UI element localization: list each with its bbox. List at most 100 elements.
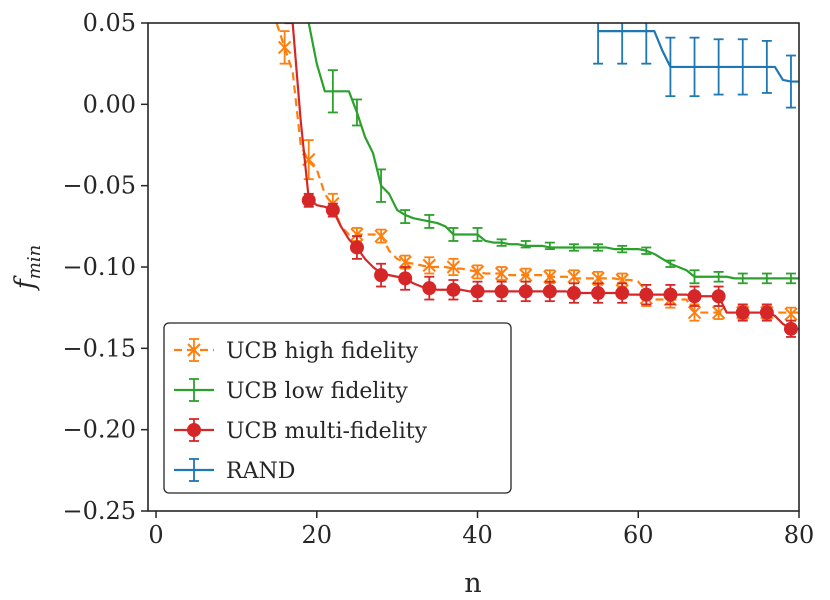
x-axis-label: n	[464, 568, 481, 599]
y-tick-label: −0.05	[62, 172, 136, 200]
series-ucb-multi-fidelity	[284, 23, 799, 338]
y-tick-label: 0.05	[83, 9, 136, 37]
error-bar	[761, 272, 772, 285]
y-tick-label: 0.00	[83, 90, 136, 118]
error-bar	[568, 243, 579, 252]
error-bar	[424, 214, 435, 229]
error-bar	[496, 238, 507, 247]
x-tick-label: 40	[462, 521, 493, 549]
data-point	[374, 229, 388, 243]
data-point	[663, 287, 678, 302]
error-bar	[641, 23, 652, 65]
error-bar	[617, 244, 628, 254]
error-bar	[713, 270, 724, 283]
y-tick-label: −0.10	[62, 253, 136, 281]
legend-box	[163, 322, 512, 494]
series-rand	[593, 23, 799, 109]
data-point	[325, 203, 340, 218]
data-point	[494, 266, 509, 281]
error-bar	[785, 272, 796, 285]
data-point	[759, 305, 774, 320]
data-point	[615, 286, 630, 301]
error-bar	[544, 241, 555, 251]
legend: UCB high fidelity UCB low fidelity UCB mul…	[163, 322, 512, 494]
y-axis-label-subscript: min	[24, 245, 45, 279]
y-axis-label-main: f	[10, 275, 41, 291]
error-bar	[327, 69, 338, 114]
data-point	[374, 268, 389, 283]
y-tick-label: −0.25	[62, 497, 136, 525]
data-point	[783, 321, 798, 336]
series-line	[275, 23, 799, 314]
data-point	[567, 270, 581, 284]
data-point	[518, 284, 533, 299]
error-bar	[520, 240, 531, 249]
error-bar	[785, 54, 796, 109]
error-bar	[641, 246, 652, 255]
legend-item-ucb-high-fidelity: UCB high fidelity	[174, 338, 419, 364]
error-bar	[189, 378, 199, 402]
data-point	[519, 268, 533, 282]
series-ucb-high-fidelity	[275, 23, 799, 322]
data-point	[446, 260, 461, 274]
series-line	[307, 23, 799, 280]
data-point	[301, 193, 316, 208]
data-point	[784, 307, 798, 321]
data-point	[494, 284, 509, 299]
x-tick-label: 80	[784, 521, 815, 549]
error-bar	[472, 227, 483, 242]
y-tick-label: −0.15	[62, 334, 136, 362]
series-ucb-low-fidelity	[307, 23, 799, 285]
error-bar	[351, 98, 362, 127]
error-bar	[761, 39, 772, 94]
legend-item-ucb-multi-fidelity: UCB multi-fidelity	[174, 418, 428, 444]
legend-marker	[187, 343, 201, 357]
x-tick-label: 0	[148, 521, 163, 549]
error-bar	[713, 38, 724, 96]
legend-label: UCB multi-fidelity	[226, 419, 428, 444]
error-bar	[737, 38, 748, 96]
error-bar	[376, 168, 387, 203]
error-bar	[593, 23, 604, 65]
error-bar	[689, 269, 700, 285]
data-point	[687, 289, 702, 304]
data-point	[711, 289, 726, 304]
error-bar	[689, 36, 700, 98]
y-tick-label: −0.20	[62, 416, 136, 444]
error-bar	[189, 458, 199, 482]
data-point	[277, 40, 292, 55]
x-tick-label: 60	[623, 521, 654, 549]
legend-item-rand: RAND	[174, 458, 295, 484]
data-point	[349, 240, 364, 255]
data-point	[422, 258, 437, 273]
series-line	[598, 30, 799, 83]
data-point	[470, 284, 485, 299]
error-bar	[737, 272, 748, 285]
error-bar	[665, 259, 676, 268]
data-point	[639, 287, 654, 302]
legend-label: RAND	[226, 459, 295, 484]
error-bar	[400, 209, 411, 224]
data-point	[350, 227, 364, 242]
data-point	[398, 271, 413, 286]
data-point	[446, 282, 461, 297]
x-tick-label: 20	[302, 521, 333, 549]
error-bar	[665, 36, 676, 98]
data-point	[735, 305, 750, 320]
data-point	[711, 305, 726, 320]
error-bar	[593, 243, 604, 252]
legend-item-ucb-low-fidelity: UCB low fidelity	[174, 378, 408, 404]
error-bar	[448, 227, 459, 242]
data-point	[687, 305, 702, 320]
error-bar	[617, 23, 628, 65]
data-point	[566, 286, 581, 301]
data-point	[422, 281, 437, 296]
svg-text:fmin: fmin	[10, 245, 45, 291]
data-point	[542, 284, 557, 299]
legend-label: UCB low fidelity	[226, 379, 408, 404]
data-point	[591, 286, 606, 301]
legend-marker	[187, 423, 201, 437]
legend-label: UCB high fidelity	[226, 339, 419, 364]
data-point	[470, 265, 485, 279]
